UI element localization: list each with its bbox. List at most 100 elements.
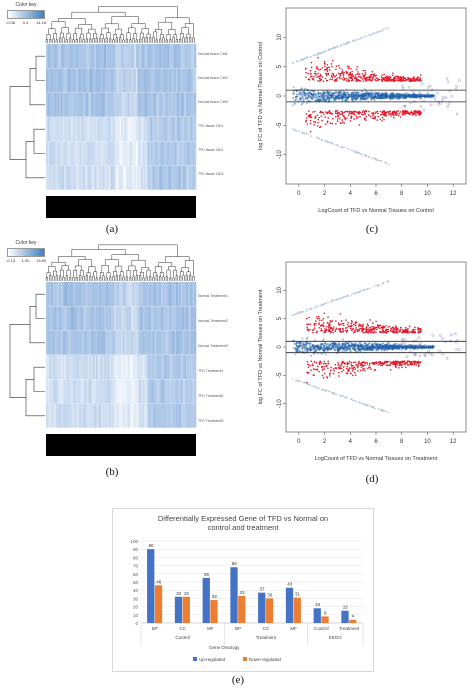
heatmap-cell [164,379,167,404]
heatmap-cell [112,282,115,307]
ma-point [309,92,312,95]
heatmap-cell [101,282,103,307]
ma-point [361,36,363,39]
heatmap-cell [81,141,83,166]
heatmap-cell [92,92,95,117]
ma-point [409,362,412,365]
heatmap-cell [136,330,138,355]
heatmap-cell [126,330,128,355]
heatmap-cell [139,403,142,428]
ma-point [354,292,356,294]
ma-point [313,72,316,75]
heatmap-cell [187,92,190,117]
heatmap-cell [72,141,75,166]
ma-point [323,330,326,332]
heatmap-cell [124,379,127,404]
ma-point [332,143,334,145]
ma-point [372,322,374,325]
ma-point [313,124,316,126]
ma-point [345,372,348,374]
ma-point [381,364,384,367]
heatmap-cell [164,282,167,307]
ma-point [334,342,337,345]
ma-point [401,331,404,334]
heatmap-cell [81,306,83,331]
ma-point [312,54,315,57]
ma-point [355,73,357,76]
ma-point [403,345,406,348]
heatmap-cell [99,117,102,142]
ma-point [379,324,382,327]
ma-point [341,69,344,71]
heatmap-cell [82,44,85,69]
heatmap-cell [182,282,185,307]
ma-point [363,361,366,364]
ma-point [303,349,306,352]
heatmap-cell [167,68,170,93]
heatmap-cell [171,117,173,142]
heatmap-cell [124,403,127,428]
heatmap-cell [64,68,67,93]
ma-point [330,113,333,115]
ma-point [301,131,303,134]
ma-point [371,157,373,160]
heatmap-cell [91,141,93,166]
heatmap-cell [169,44,172,69]
ma-point [341,146,343,149]
ma-point [311,329,314,331]
heatmap-cell [47,379,50,404]
heatmap-cell [131,68,133,93]
ma-point [367,348,370,351]
heatmap-cell [187,379,190,404]
ma-point [374,95,377,98]
ma-point [348,73,351,75]
ma-point [317,137,319,139]
heatmap-cell [92,68,95,93]
ma-point [336,349,339,352]
ma-point [344,98,347,101]
heatmap-cell [62,403,65,428]
ma-point [334,90,337,93]
heatmap-cell [124,330,127,355]
ma-point [409,343,413,347]
heatmap-cell [146,403,148,428]
ma-point [410,80,413,82]
ma-point [309,345,312,348]
heatmap-cell [144,44,147,69]
heatmap-cell [149,141,152,166]
ma-point [411,95,414,98]
y-tick-label: -10 [277,399,283,408]
heatmap-cell [94,44,97,69]
ma-point [373,329,376,331]
ma-point [413,363,416,366]
heatmap-a-row-dendrogram [9,55,45,179]
heatmap-cell [137,355,140,380]
heatmap-cell [149,379,152,404]
heatmap-cell [67,379,70,404]
heatmap-cell [137,141,140,166]
heatmap-cell [94,403,97,428]
heatmap-cell [66,403,68,428]
ma-point [323,368,326,370]
heatmap-cell [139,165,142,190]
ma-point [293,342,296,345]
ma-point [323,360,325,363]
heatmap-cell [119,330,122,355]
heatmap-cell [157,330,160,355]
ma-point [396,79,398,82]
heatmap-cell [52,282,55,307]
heatmap-cell [72,165,75,190]
ma-point [389,96,392,99]
ma-point [372,32,375,35]
ma-point [305,341,308,344]
ma-point [346,323,349,326]
heatmap-cell [97,68,100,93]
heatmap-cell [61,330,63,355]
heatmap-cell [96,330,98,355]
heatmap-cell [144,282,147,307]
ma-point [386,111,389,113]
heatmap-cell [142,44,145,69]
heatmap-cell [146,355,148,380]
heatmap-cell [129,117,132,142]
heatmap-cell [102,306,105,331]
